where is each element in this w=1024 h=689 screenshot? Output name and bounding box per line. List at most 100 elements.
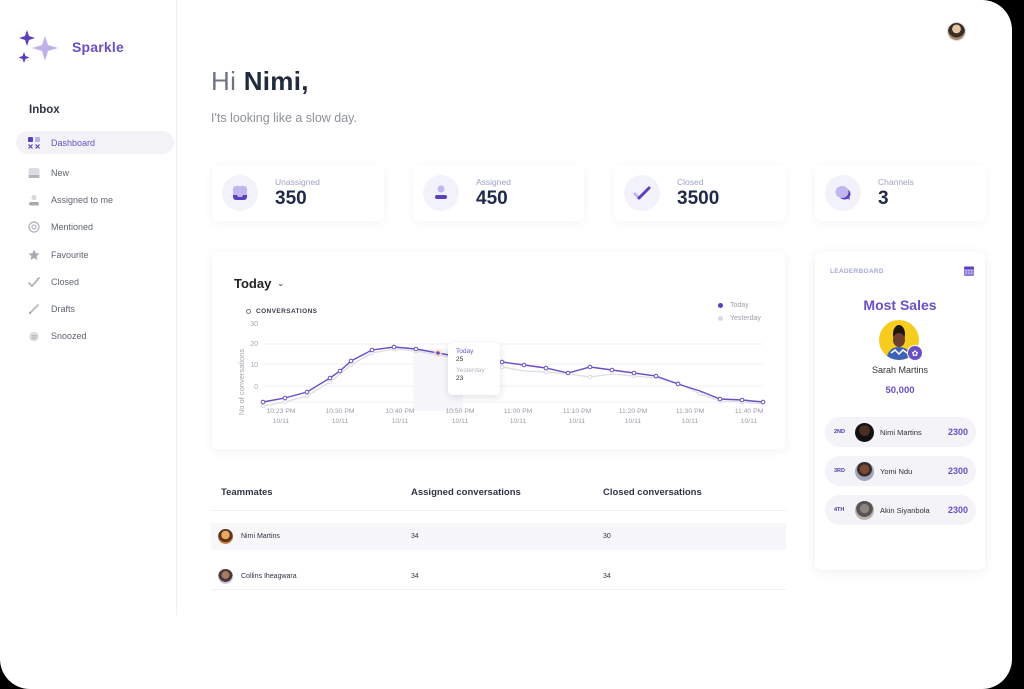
column-header-closed[interactable]: Closed conversations <box>603 487 702 498</box>
circle-icon <box>246 309 251 314</box>
table-row[interactable]: Nimi Martins 34 30 <box>211 523 786 550</box>
legend-label: Today <box>730 302 749 309</box>
svg-text:11:30 PM: 11:30 PM <box>676 408 705 415</box>
sidebar-item-label: Dashboard <box>51 137 96 148</box>
winner-name: Sarah Martins <box>871 365 929 375</box>
svg-text:10/11: 10/11 <box>569 418 586 425</box>
y-axis-ticks: 30 20 10 0 <box>250 321 258 391</box>
stat-card-closed[interactable]: Closed 3500 <box>614 165 786 221</box>
sidebar-item-label: Closed <box>51 276 80 287</box>
teammate-name: Collins Iheagwara <box>241 572 297 580</box>
award-badge-icon: ✿ <box>907 345 923 361</box>
closed-count: 34 <box>603 572 611 580</box>
sidebar-item-mentioned[interactable]: Mentioned <box>16 216 174 238</box>
check-icon <box>624 175 660 211</box>
avatar <box>855 461 874 481</box>
stat-card-channels[interactable]: Channels 3 <box>815 165 986 221</box>
star-icon <box>28 249 40 261</box>
chat-bubbles-icon <box>825 175 861 211</box>
stat-label: Closed <box>677 176 704 187</box>
person-score: 2300 <box>947 427 968 437</box>
period-dropdown[interactable]: Today ⌄ <box>234 276 284 291</box>
column-header-teammates[interactable]: Teammates <box>221 487 273 498</box>
sidebar-item-new[interactable]: New <box>16 162 174 184</box>
stat-value: 3500 <box>677 187 720 209</box>
sidebar: Sparkle Inbox Dashboard New Assigned t <box>0 0 177 615</box>
sidebar-item-assigned-to-me[interactable]: Assigned to me <box>16 189 174 211</box>
svg-text:10:50 PM: 10:50 PM <box>445 408 474 415</box>
svg-text:10:40 PM: 10:40 PM <box>385 408 414 415</box>
svg-text:10:23 PM: 10:23 PM <box>266 408 295 415</box>
svg-text:10/11: 10/11 <box>625 418 642 425</box>
rank-label: 4TH <box>834 507 845 513</box>
inbox-tray-icon <box>222 175 258 211</box>
sidebar-item-label: Favourite <box>51 249 89 260</box>
sidebar-item-favourite[interactable]: Favourite <box>16 244 174 266</box>
sidebar-item-snoozed[interactable]: zz Snoozed <box>16 325 174 347</box>
calendar-icon[interactable] <box>964 266 974 276</box>
sidebar-item-label: Assigned to me <box>51 195 114 206</box>
table-row[interactable]: Collins Iheagwara 34 34 <box>211 563 786 590</box>
chevron-down-icon: ⌄ <box>277 279 285 288</box>
line-chart[interactable]: 30 20 10 0 No of conversations <box>212 252 785 449</box>
tooltip-today-value: 25 <box>456 356 464 363</box>
greeting-prefix: Hi <box>211 66 237 96</box>
sidebar-item-label: Drafts <box>51 303 76 314</box>
svg-text:10/11: 10/11 <box>392 418 409 425</box>
leaderboard-card: LEADERBOARD Most Sales ✿ Sarah Martins 5… <box>815 252 985 570</box>
legend-label: Yesterday <box>730 315 761 322</box>
avatar <box>855 422 874 442</box>
avatar <box>218 529 233 544</box>
stat-card-assigned[interactable]: Assigned 450 <box>413 165 584 221</box>
person-score: 2300 <box>947 466 968 476</box>
svg-text:11:40 PM: 11:40 PM <box>735 408 764 415</box>
user-avatar[interactable] <box>947 22 966 41</box>
rank-label: 2ND <box>834 429 846 435</box>
logo[interactable]: Sparkle <box>18 28 124 66</box>
sidebar-item-label: Snoozed <box>51 331 87 342</box>
column-header-assigned[interactable]: Assigned conversations <box>411 487 521 498</box>
sidebar-item-drafts[interactable]: Drafts <box>16 298 174 320</box>
person-score: 2300 <box>947 505 968 515</box>
svg-text:11:00 PM: 11:00 PM <box>504 408 533 415</box>
legend-dot-icon <box>718 316 723 321</box>
legend-item-today[interactable]: Today <box>718 299 761 312</box>
sparkle-logo-icon <box>18 30 58 63</box>
sidebar-item-closed[interactable]: Closed <box>16 271 174 293</box>
svg-text:10/11: 10/11 <box>682 418 699 425</box>
avatar <box>218 568 233 584</box>
svg-text:10/11: 10/11 <box>452 418 469 425</box>
check-icon <box>28 276 40 288</box>
svg-text:10/11: 10/11 <box>510 418 527 425</box>
person-name: Yomi Ndu <box>880 466 913 476</box>
svg-text:10/11: 10/11 <box>332 418 349 425</box>
series-label-text: CONVERSATIONS <box>256 308 318 315</box>
stat-value: 450 <box>476 187 508 209</box>
tooltip-yesterday-value: 23 <box>456 375 464 382</box>
user-icon <box>28 194 40 206</box>
leaderboard-row[interactable]: 4TH Akin Siyanbola 2300 <box>825 495 976 525</box>
leaderboard-row[interactable]: 3RD Yomi Ndu 2300 <box>825 456 976 486</box>
series-label: CONVERSATIONS <box>246 308 317 315</box>
stat-card-unassigned[interactable]: Unassigned 350 <box>212 165 384 221</box>
dashboard-grid-icon <box>28 136 40 149</box>
greeting-name: Nimi, <box>243 66 309 96</box>
leaderboard-list: 2ND Nimi Martins 2300 3RD Yomi Ndu 2300 … <box>825 417 976 534</box>
svg-text:20: 20 <box>250 341 258 348</box>
teammate-name: Nimi Martins <box>241 533 280 540</box>
leaderboard-heading: Most Sales <box>863 297 937 313</box>
legend-item-yesterday[interactable]: Yesterday <box>718 312 761 325</box>
svg-text:zz: zz <box>31 335 37 341</box>
legend-dot-icon <box>718 303 723 308</box>
pencil-icon <box>28 303 40 315</box>
svg-text:0: 0 <box>254 384 258 391</box>
inbox-heading: Inbox <box>29 104 60 116</box>
chart-tooltip: Today 25 Yesterday 23 <box>448 343 500 395</box>
chart-legend: Today Yesterday <box>718 299 761 325</box>
leaderboard-row[interactable]: 2ND Nimi Martins 2300 <box>825 417 976 447</box>
svg-text:10/11: 10/11 <box>273 418 290 425</box>
svg-text:10:30 PM: 10:30 PM <box>325 408 354 415</box>
sidebar-item-dashboard[interactable]: Dashboard <box>16 131 174 154</box>
stat-value: 350 <box>275 187 307 209</box>
